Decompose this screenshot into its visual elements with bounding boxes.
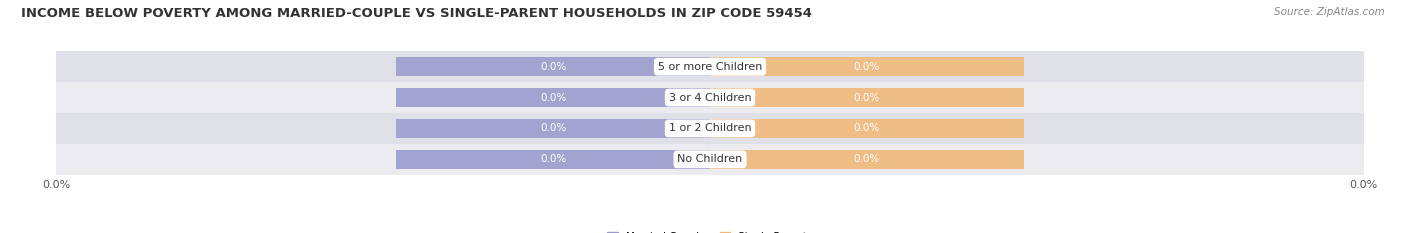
Bar bbox=[396, 57, 710, 76]
Text: 0.0%: 0.0% bbox=[853, 93, 880, 103]
Text: 0.0%: 0.0% bbox=[540, 154, 567, 164]
Text: 0.0%: 0.0% bbox=[540, 62, 567, 72]
Text: 1 or 2 Children: 1 or 2 Children bbox=[669, 123, 751, 134]
Text: 0.0%: 0.0% bbox=[853, 154, 880, 164]
Bar bbox=[396, 57, 710, 76]
Bar bbox=[396, 88, 710, 107]
Bar bbox=[710, 57, 1024, 76]
Bar bbox=[396, 119, 710, 138]
Bar bbox=[396, 88, 710, 107]
Legend: Married Couples, Single Parents: Married Couples, Single Parents bbox=[603, 228, 817, 233]
Bar bbox=[56, 144, 1364, 175]
Bar bbox=[710, 88, 1024, 107]
Text: INCOME BELOW POVERTY AMONG MARRIED-COUPLE VS SINGLE-PARENT HOUSEHOLDS IN ZIP COD: INCOME BELOW POVERTY AMONG MARRIED-COUPL… bbox=[21, 7, 813, 20]
Text: 5 or more Children: 5 or more Children bbox=[658, 62, 762, 72]
Bar bbox=[56, 113, 1364, 144]
Text: 0.0%: 0.0% bbox=[853, 123, 880, 134]
Bar bbox=[56, 82, 1364, 113]
Bar bbox=[710, 150, 1024, 169]
Bar bbox=[56, 51, 1364, 82]
Text: 0.0%: 0.0% bbox=[540, 123, 567, 134]
Bar bbox=[710, 88, 1024, 107]
Bar bbox=[396, 150, 710, 169]
Text: No Children: No Children bbox=[678, 154, 742, 164]
Bar bbox=[396, 119, 710, 138]
Text: Source: ZipAtlas.com: Source: ZipAtlas.com bbox=[1274, 7, 1385, 17]
Bar bbox=[710, 119, 1024, 138]
Bar bbox=[710, 57, 1024, 76]
Bar bbox=[710, 150, 1024, 169]
Text: 0.0%: 0.0% bbox=[540, 93, 567, 103]
Text: 0.0%: 0.0% bbox=[853, 62, 880, 72]
Bar bbox=[710, 119, 1024, 138]
Text: 3 or 4 Children: 3 or 4 Children bbox=[669, 93, 751, 103]
Bar bbox=[396, 150, 710, 169]
